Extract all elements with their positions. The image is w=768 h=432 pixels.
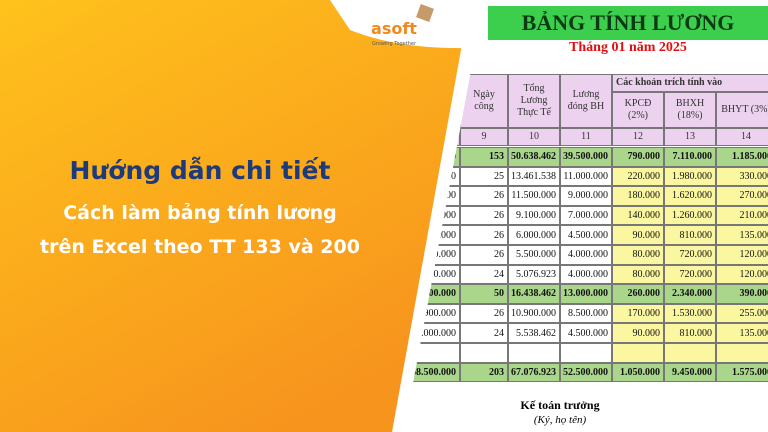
orange-panel <box>0 0 470 432</box>
table-cell: 720.000 <box>664 264 716 285</box>
table-cell: 7.000.000 <box>560 205 612 226</box>
table-cell: 1.620.000 <box>664 186 716 206</box>
table-cell: 140.000 <box>612 205 664 226</box>
table-cell: 9.100.000 <box>508 205 560 226</box>
headline-line1: Cách làm bảng tính lương <box>63 202 337 224</box>
table-cell: 9.000.000 <box>560 186 612 206</box>
table-cell: 135.000 <box>716 225 768 245</box>
table-cell: 5.500.000 <box>508 245 560 265</box>
table-cell: 24 <box>460 264 508 285</box>
table-cell: 4.500.000 <box>560 225 612 245</box>
table-cell: 24 <box>460 323 508 343</box>
column-header: Lương đóng BH <box>560 74 612 128</box>
table-cell: 50 <box>460 284 508 304</box>
table-cell: 170.000 <box>612 303 664 324</box>
table-cell: 120.000 <box>716 264 768 285</box>
table-cell: 810.000 <box>664 323 716 343</box>
column-number: 12 <box>612 128 664 146</box>
table-cell: 1.575.000 <box>716 362 768 383</box>
table-cell: 270.000 <box>716 186 768 206</box>
table-cell: 330.000 <box>716 166 768 187</box>
table-cell: 90.000 <box>612 225 664 245</box>
sheet-subtitle: Tháng 01 năm 2025 <box>569 40 687 55</box>
table-cell: 135.000 <box>716 323 768 343</box>
table-cell: 4.500.000 <box>560 323 612 343</box>
table-cell: 13.461.538 <box>508 166 560 187</box>
column-number: 14 <box>716 128 768 146</box>
headline-title: Hướng dẫn chi tiết <box>69 156 331 185</box>
table-cell: 5.538.462 <box>508 323 560 343</box>
sub-header: KPCĐ (2%) <box>612 92 664 128</box>
table-cell: 11.000.000 <box>560 166 612 187</box>
table-cell: 50.638.462 <box>508 147 560 167</box>
logo-icon <box>416 4 434 22</box>
table-cell: 67.076.923 <box>508 362 560 383</box>
table-cell: 26 <box>460 186 508 206</box>
empty-cell <box>560 343 612 363</box>
table-cell: 13.000.000 <box>560 284 612 304</box>
table-cell: 5.076.923 <box>508 264 560 285</box>
table-cell: 1.260.000 <box>664 205 716 226</box>
table-cell: 26 <box>460 205 508 226</box>
table-cell: 80.000 <box>612 264 664 285</box>
table-cell: 720.000 <box>664 245 716 265</box>
table-cell: 260.000 <box>612 284 664 304</box>
table-cell: 120.000 <box>716 245 768 265</box>
sub-header: BHYT (3%) <box>716 92 768 128</box>
table-cell: 4.000.000 <box>560 264 612 285</box>
table-cell: 52.500.000 <box>560 362 612 383</box>
table-cell: 16.438.462 <box>508 284 560 304</box>
table-cell: 90.000 <box>612 323 664 343</box>
empty-cell <box>460 343 508 363</box>
logo-text: asoft <box>371 19 417 38</box>
table-cell: 39.500.000 <box>560 147 612 167</box>
table-cell: 790.000 <box>612 147 664 167</box>
table-cell: 220.000 <box>612 166 664 187</box>
table-cell: 26 <box>460 225 508 245</box>
table-cell: 180.000 <box>612 186 664 206</box>
table-cell: 26 <box>460 303 508 324</box>
headline-line2: trên Excel theo TT 133 và 200 <box>40 236 360 258</box>
table-cell: 2.340.000 <box>664 284 716 304</box>
table-cell: 26 <box>460 245 508 265</box>
table-cell: 1.980.000 <box>664 166 716 187</box>
sub-header: BHXH (18%) <box>664 92 716 128</box>
table-cell: 8.500.000 <box>560 303 612 324</box>
table-cell: 1.050.000 <box>612 362 664 383</box>
logo-tagline: Growing Together <box>372 41 417 47</box>
table-cell: 25 <box>460 166 508 187</box>
table-cell: 80.000 <box>612 245 664 265</box>
table-cell: 11.500.000 <box>508 186 560 206</box>
logo-area <box>330 0 482 49</box>
column-number: 10 <box>508 128 560 146</box>
empty-cell <box>716 343 768 363</box>
signature-title: Kế toán trưởng <box>520 398 600 412</box>
table-cell: 1.530.000 <box>664 303 716 324</box>
column-number: 13 <box>664 128 716 146</box>
table-cell: 1.185.000 <box>716 147 768 167</box>
empty-cell <box>508 343 560 363</box>
empty-cell <box>612 343 664 363</box>
table-cell: 6.000.000 <box>508 225 560 245</box>
table-cell: 7.110.000 <box>664 147 716 167</box>
table-cell: 203 <box>460 362 508 383</box>
column-header: Tổng Lương Thực Tế <box>508 74 560 128</box>
empty-cell <box>664 343 716 363</box>
column-number: 9 <box>460 128 508 146</box>
signature-note: (Ký, họ tên) <box>533 414 587 426</box>
sheet-title: BẢNG TÍNH LƯƠNG <box>488 6 768 40</box>
table-cell: 153 <box>460 147 508 167</box>
table-cell: 255.000 <box>716 303 768 324</box>
table-cell: 10.900.000 <box>508 303 560 324</box>
column-number: 11 <box>560 128 612 146</box>
group-header: Các khoản trích tính vào <box>612 74 768 92</box>
table-cell: 9.450.000 <box>664 362 716 383</box>
table-cell: 810.000 <box>664 225 716 245</box>
table-cell: 390.000 <box>716 284 768 304</box>
table-cell: 210.000 <box>716 205 768 226</box>
table-cell: 4.000.000 <box>560 245 612 265</box>
